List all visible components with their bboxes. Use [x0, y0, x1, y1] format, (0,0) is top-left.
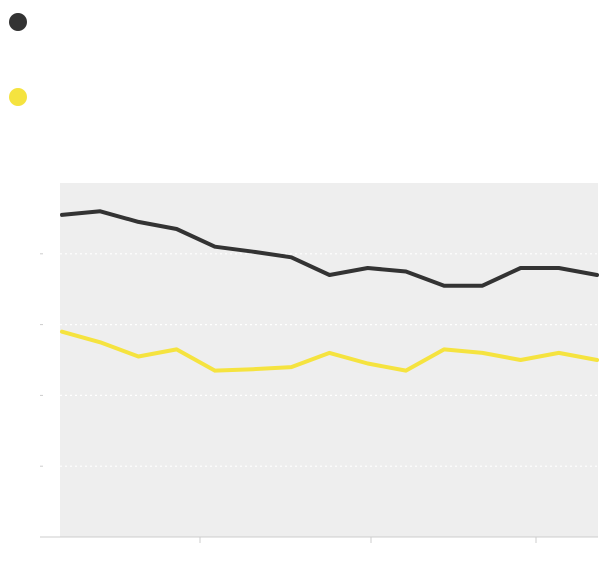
legend [9, 13, 27, 106]
series-line-0 [60, 209, 599, 288]
series-line-1 [60, 329, 599, 373]
x-axis [40, 536, 598, 543]
gridlines [40, 253, 598, 467]
series-lines [60, 209, 599, 373]
legend-dot-0 [9, 13, 27, 31]
legend-dot-1 [9, 88, 27, 106]
plot-background [60, 183, 598, 537]
